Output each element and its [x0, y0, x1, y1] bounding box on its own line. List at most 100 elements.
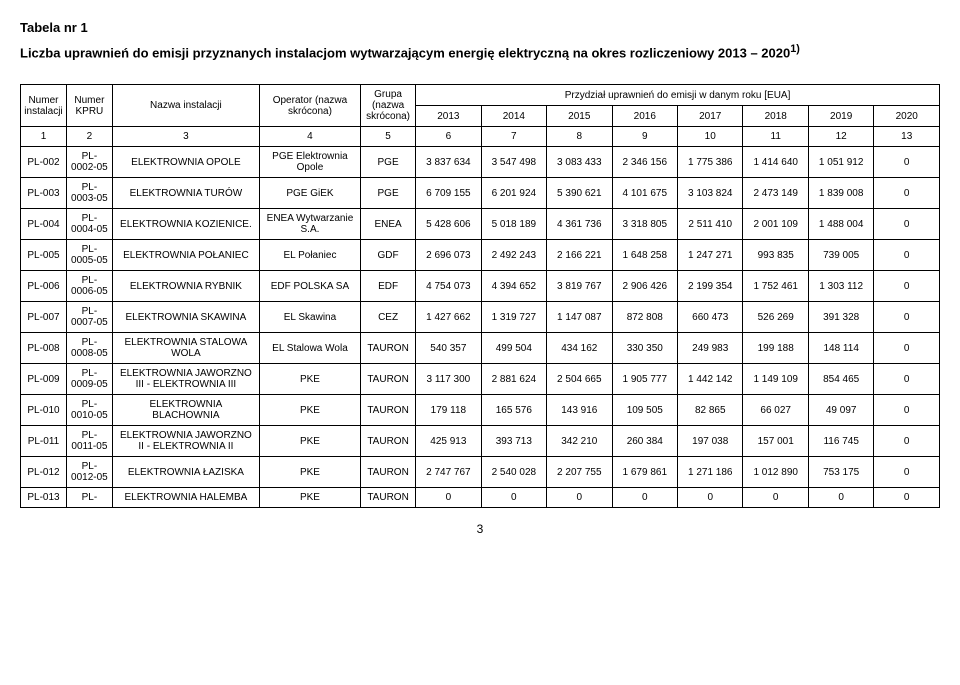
table-cell: PL-0012-05 — [66, 457, 112, 488]
table-cell: 1 427 662 — [416, 302, 481, 333]
subtitle-text: Liczba uprawnień do emisji przyznanych i… — [20, 45, 790, 60]
table-cell: TAURON — [361, 488, 416, 508]
th-year: 2019 — [808, 106, 873, 127]
table-cell: 6 201 924 — [481, 178, 546, 209]
th-operator: Operator (nazwa skrócona) — [259, 85, 360, 127]
colnum: 5 — [361, 127, 416, 147]
table-cell: 0 — [874, 457, 940, 488]
table-cell: PL- — [66, 488, 112, 508]
table-cell: 1 012 890 — [743, 457, 808, 488]
th-year: 2017 — [678, 106, 743, 127]
colnum: 11 — [743, 127, 808, 147]
table-cell: TAURON — [361, 457, 416, 488]
table-cell: 3 103 824 — [678, 178, 743, 209]
table-cell: ELEKTROWNIA ŁAZISKA — [112, 457, 259, 488]
table-cell: ELEKTROWNIA KOZIENICE. — [112, 209, 259, 240]
table-cell: TAURON — [361, 364, 416, 395]
table-cell: 3 117 300 — [416, 364, 481, 395]
table-cell: PL-007 — [21, 302, 67, 333]
th-grupa: Grupa (nazwa skrócona) — [361, 85, 416, 127]
table-cell: PKE — [259, 364, 360, 395]
colnum: 8 — [547, 127, 612, 147]
table-cell: 0 — [808, 488, 873, 508]
table-cell: ELEKTROWNIA TURÓW — [112, 178, 259, 209]
table-cell: 3 083 433 — [547, 147, 612, 178]
table-cell: PL-003 — [21, 178, 67, 209]
table-cell: 5 018 189 — [481, 209, 546, 240]
table-row: PL-003PL-0003-05ELEKTROWNIA TURÓWPGE GiE… — [21, 178, 940, 209]
table-row: PL-004PL-0004-05ELEKTROWNIA KOZIENICE.EN… — [21, 209, 940, 240]
table-cell: 49 097 — [808, 395, 873, 426]
table-cell: 0 — [547, 488, 612, 508]
table-cell: PL-0003-05 — [66, 178, 112, 209]
colnum: 7 — [481, 127, 546, 147]
table-cell: 82 865 — [678, 395, 743, 426]
table-cell: 4 754 073 — [416, 271, 481, 302]
table-cell: GDF — [361, 240, 416, 271]
table-cell: 2 696 073 — [416, 240, 481, 271]
th-numer-kpru: Numer KPRU — [66, 85, 112, 127]
table-cell: 0 — [874, 426, 940, 457]
subtitle-sup: 1) — [790, 43, 800, 55]
table-cell: PL-0006-05 — [66, 271, 112, 302]
table-cell: PL-0002-05 — [66, 147, 112, 178]
table-cell: 116 745 — [808, 426, 873, 457]
table-cell: 3 318 805 — [612, 209, 677, 240]
table-row: PL-006PL-0006-05ELEKTROWNIA RYBNIKEDF PO… — [21, 271, 940, 302]
table-cell: 4 101 675 — [612, 178, 677, 209]
table-cell: 0 — [743, 488, 808, 508]
table-cell: 2 473 149 — [743, 178, 808, 209]
table-cell: 1 414 640 — [743, 147, 808, 178]
table-cell: 540 357 — [416, 333, 481, 364]
colnum: 3 — [112, 127, 259, 147]
table-cell: PL-0007-05 — [66, 302, 112, 333]
table-cell: TAURON — [361, 395, 416, 426]
colnum: 6 — [416, 127, 481, 147]
table-cell: 5 390 621 — [547, 178, 612, 209]
table-cell: PKE — [259, 395, 360, 426]
table-cell: 3 837 634 — [416, 147, 481, 178]
table-cell: 342 210 — [547, 426, 612, 457]
table-cell: 526 269 — [743, 302, 808, 333]
table-cell: 179 118 — [416, 395, 481, 426]
th-year: 2020 — [874, 106, 940, 127]
table-cell: ELEKTROWNIA JAWORZNO III - ELEKTROWNIA I… — [112, 364, 259, 395]
table-cell: 1 303 112 — [808, 271, 873, 302]
table-cell: 143 916 — [547, 395, 612, 426]
colnum: 12 — [808, 127, 873, 147]
table-cell: 260 384 — [612, 426, 677, 457]
table-cell: PL-008 — [21, 333, 67, 364]
table-cell: 3 547 498 — [481, 147, 546, 178]
table-cell: 330 350 — [612, 333, 677, 364]
table-cell: 0 — [874, 240, 940, 271]
table-cell: 2 504 665 — [547, 364, 612, 395]
table-cell: PL-0009-05 — [66, 364, 112, 395]
table-cell: PL-0005-05 — [66, 240, 112, 271]
table-row: PL-011PL-0011-05ELEKTROWNIA JAWORZNO II … — [21, 426, 940, 457]
table-cell: ELEKTROWNIA JAWORZNO II - ELEKTROWNIA II — [112, 426, 259, 457]
table-cell: 1 752 461 — [743, 271, 808, 302]
table-number-title: Tabela nr 1 — [20, 20, 940, 35]
table-cell: 0 — [874, 178, 940, 209]
table-cell: PGE — [361, 147, 416, 178]
table-cell: 2 540 028 — [481, 457, 546, 488]
table-row: PL-002PL-0002-05ELEKTROWNIA OPOLEPGE Ele… — [21, 147, 940, 178]
table-cell: 0 — [874, 209, 940, 240]
table-cell: 0 — [874, 147, 940, 178]
colnum: 10 — [678, 127, 743, 147]
table-cell: 2 906 426 — [612, 271, 677, 302]
table-cell: 2 492 243 — [481, 240, 546, 271]
table-cell: PGE GiEK — [259, 178, 360, 209]
table-cell: 2 199 354 — [678, 271, 743, 302]
table-cell: EL Skawina — [259, 302, 360, 333]
table-cell: PL-0004-05 — [66, 209, 112, 240]
table-cell: 249 983 — [678, 333, 743, 364]
table-cell: 2 001 109 — [743, 209, 808, 240]
table-cell: 739 005 — [808, 240, 873, 271]
table-cell: PGE — [361, 178, 416, 209]
table-body: PL-002PL-0002-05ELEKTROWNIA OPOLEPGE Ele… — [21, 147, 940, 508]
table-cell: ELEKTROWNIA HALEMBA — [112, 488, 259, 508]
table-row: PL-007PL-0007-05ELEKTROWNIA SKAWINAEL Sk… — [21, 302, 940, 333]
table-cell: ENEA Wytwarzanie S.A. — [259, 209, 360, 240]
colnum: 13 — [874, 127, 940, 147]
